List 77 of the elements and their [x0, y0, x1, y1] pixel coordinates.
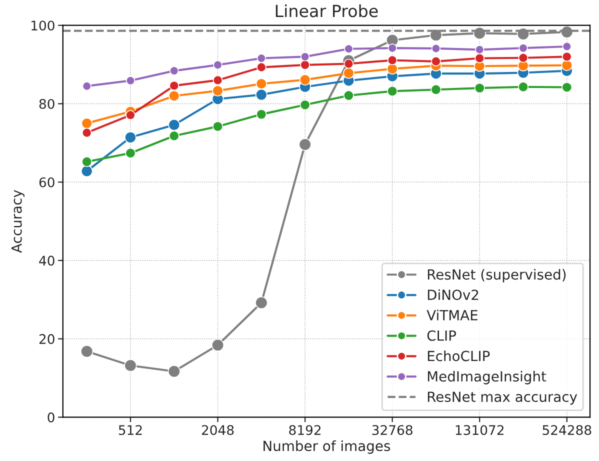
point	[562, 52, 572, 62]
point	[387, 86, 398, 96]
y-tick-label: 40	[39, 256, 54, 266]
point	[300, 100, 310, 110]
point	[82, 156, 92, 167]
point	[562, 82, 572, 93]
point	[299, 74, 311, 86]
chart-title: Linear Probe	[276, 4, 378, 18]
point	[562, 42, 572, 52]
point	[81, 118, 92, 129]
point	[82, 82, 92, 91]
point	[300, 52, 310, 62]
point	[430, 28, 442, 42]
point	[82, 128, 92, 138]
point	[256, 78, 268, 90]
x-tick-label: 8192	[289, 425, 321, 436]
x-tick-label: 2048	[202, 425, 234, 436]
point	[475, 45, 484, 54]
y-tick-label: 60	[39, 177, 54, 188]
point	[256, 54, 266, 63]
x-tick-label: 512	[118, 425, 142, 436]
point	[213, 60, 222, 70]
point	[255, 88, 268, 101]
y-tick-label: 80	[39, 98, 54, 109]
point	[298, 138, 312, 151]
point	[431, 44, 441, 54]
point	[386, 63, 398, 74]
point	[211, 338, 224, 352]
y-axis-title: Accuracy	[12, 190, 25, 253]
point	[124, 131, 136, 144]
point	[124, 359, 137, 372]
point	[80, 165, 93, 178]
point	[255, 296, 268, 310]
legend-label: EchoCLIP	[428, 350, 490, 362]
point	[344, 44, 354, 54]
point	[125, 148, 136, 158]
y-tick-label: 100	[32, 20, 54, 31]
x-tick-label: 524288	[542, 425, 592, 436]
point	[561, 60, 573, 71]
point	[430, 84, 442, 95]
x-tick-label: 131072	[456, 425, 504, 436]
point	[300, 60, 310, 70]
legend-label: MedImageInsight	[428, 370, 546, 384]
legend-label: DiNOv2	[428, 289, 478, 300]
point	[169, 80, 180, 91]
point	[388, 43, 397, 53]
point	[168, 90, 180, 102]
point	[212, 75, 223, 86]
point	[212, 121, 224, 132]
point	[168, 130, 180, 142]
x-tick-label: 32768	[372, 425, 412, 436]
point	[343, 90, 354, 101]
point	[518, 43, 528, 53]
point	[126, 76, 136, 86]
point	[387, 55, 398, 66]
point	[80, 345, 94, 358]
point	[212, 85, 224, 96]
point	[256, 109, 267, 120]
point	[474, 53, 485, 64]
y-tick-label: 0	[48, 412, 54, 422]
legend-label: CLIP	[427, 330, 456, 341]
point	[518, 52, 528, 63]
legend-label: ResNet (supervised)	[428, 268, 566, 282]
legend-label: ViTMAE	[426, 310, 478, 320]
point	[256, 62, 266, 72]
point	[170, 66, 179, 76]
y-tick-label: 20	[39, 334, 54, 344]
point	[168, 118, 180, 131]
point	[126, 110, 136, 120]
point	[474, 82, 485, 94]
point	[518, 82, 529, 92]
point	[344, 58, 354, 69]
point	[431, 56, 441, 66]
point	[168, 365, 180, 378]
x-axis-title: Number of images	[264, 440, 390, 454]
point	[343, 68, 354, 79]
legend-label: ResNet max accuracy	[428, 392, 578, 405]
